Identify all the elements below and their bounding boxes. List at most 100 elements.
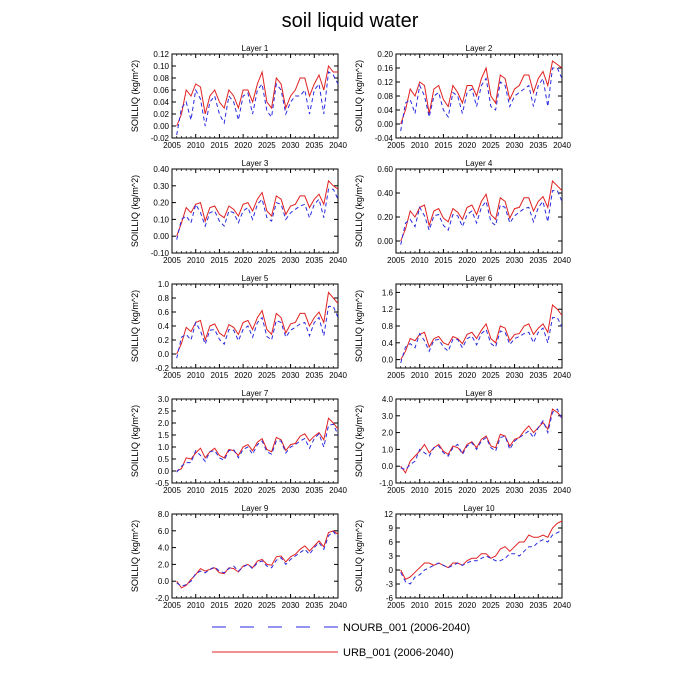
series-line-urb [400, 304, 563, 360]
x-tick-label: 2025 [482, 601, 500, 610]
x-tick-label: 2040 [329, 601, 347, 610]
series-line-nourb [400, 529, 563, 585]
y-tick-label: 12 [384, 510, 393, 519]
y-tick-label: 0.40 [153, 165, 169, 174]
plot-frame [171, 168, 339, 254]
y-tick-label: 0.04 [377, 106, 393, 115]
series-line-nourb [176, 188, 339, 240]
x-tick-label: 2020 [458, 256, 476, 265]
x-tick-label: 2005 [387, 371, 405, 380]
y-tick-label: 0.2 [158, 336, 170, 345]
x-tick-label: 2035 [305, 601, 323, 610]
panel-title: Layer 2 [466, 44, 493, 53]
y-tick-label: -0.04 [375, 134, 394, 143]
legend-label-urb: URB_001 (2006-2040) [343, 647, 454, 659]
series-line-nourb [400, 67, 563, 132]
y-tick-label: 0.6 [158, 308, 170, 317]
y-tick-label: 0.10 [153, 62, 169, 71]
y-tick-label: 0.00 [377, 120, 393, 129]
x-tick-label: 2030 [506, 371, 524, 380]
panel-title: Layer 10 [463, 504, 495, 513]
y-tick-label: 0 [389, 566, 394, 575]
series-line-nourb [176, 71, 339, 136]
series-line-urb [400, 520, 563, 580]
x-tick-label: 2030 [282, 601, 300, 610]
panel-title: Layer 8 [466, 389, 493, 398]
x-tick-label: 2040 [329, 256, 347, 265]
y-tick-label: -6 [386, 594, 394, 603]
y-tick-label: 0.08 [153, 74, 169, 83]
y-tick-label: 1.0 [382, 445, 394, 454]
y-tick-label: -0.5 [155, 479, 169, 488]
series-line-nourb [176, 530, 339, 587]
x-tick-label: 2025 [482, 486, 500, 495]
y-tick-label: 6.0 [158, 527, 170, 536]
series-line-urb [176, 530, 339, 589]
plot-frame [171, 513, 339, 599]
x-tick-label: 2010 [187, 141, 205, 150]
x-tick-label: 2030 [282, 256, 300, 265]
y-tick-label: 1.0 [158, 443, 170, 452]
y-tick-label: 9 [389, 524, 394, 533]
x-tick-label: 2020 [458, 371, 476, 380]
y-tick-label: 0.4 [382, 339, 394, 348]
y-tick-label: 0.0 [382, 462, 394, 471]
panel-layer-2: Layer 2 SOILLIQ (kg/m^2) 2005 2010 2015 2020 2… [354, 44, 571, 150]
y-tick-label: 0.0 [158, 577, 170, 586]
x-tick-label: 2025 [482, 256, 500, 265]
x-tick-label: 2015 [211, 601, 229, 610]
x-tick-label: 2035 [529, 141, 547, 150]
x-tick-label: 2015 [435, 601, 453, 610]
panel-layer-9: Layer 9 SOILLIQ (kg/m^2) 2005 2010 2015 2020 2… [130, 504, 347, 610]
y-tick-label: -0.02 [151, 134, 170, 143]
x-tick-label: 2015 [435, 486, 453, 495]
x-tick-label: 2035 [305, 486, 323, 495]
x-tick-label: 2035 [529, 256, 547, 265]
series-line-urb [400, 408, 563, 474]
y-tick-label: 6 [389, 538, 394, 547]
x-tick-label: 2015 [435, 371, 453, 380]
y-tick-label: 3.0 [382, 412, 394, 421]
y-axis-label: SOILLIQ (kg/m^2) [354, 175, 364, 247]
panel-layer-4: Layer 4 SOILLIQ (kg/m^2) 2005 2010 2015 2020 2… [354, 159, 571, 265]
x-tick-label: 2025 [482, 141, 500, 150]
plot-frame [395, 283, 563, 369]
x-tick-label: 2020 [234, 141, 252, 150]
x-tick-label: 2040 [553, 601, 571, 610]
x-tick-label: 2025 [258, 486, 276, 495]
x-tick-label: 2035 [529, 486, 547, 495]
legend-label-nourb: NOURB_001 (2006-2040) [343, 622, 470, 634]
x-tick-label: 2020 [458, 601, 476, 610]
x-tick-label: 2030 [282, 371, 300, 380]
y-tick-label: 4.0 [382, 395, 394, 404]
x-tick-label: 2020 [234, 601, 252, 610]
x-tick-label: 2010 [187, 371, 205, 380]
series-line-nourb [400, 190, 563, 245]
series-line-nourb [400, 408, 563, 471]
y-tick-label: 0.0 [382, 356, 394, 365]
x-tick-label: 2025 [258, 256, 276, 265]
plot-frame [395, 168, 563, 254]
y-tick-label: 0.12 [377, 78, 393, 87]
y-tick-label: -3 [386, 580, 394, 589]
y-tick-label: 0.8 [158, 294, 170, 303]
x-tick-label: 2015 [211, 371, 229, 380]
y-axis-label: SOILLIQ (kg/m^2) [354, 60, 364, 132]
plot-frame [171, 53, 339, 139]
x-tick-label: 2035 [529, 371, 547, 380]
series-line-nourb [176, 305, 339, 359]
x-tick-label: 2025 [482, 371, 500, 380]
x-tick-label: 2010 [411, 486, 429, 495]
y-tick-label: -0.2 [155, 364, 169, 373]
panel-title: Layer 5 [242, 274, 269, 283]
figure-title: soil liquid water [282, 10, 419, 32]
x-tick-label: 2030 [282, 486, 300, 495]
y-tick-label: 0.00 [153, 232, 169, 241]
x-tick-label: 2005 [163, 256, 181, 265]
x-tick-label: 2030 [506, 601, 524, 610]
y-tick-label: 0.08 [377, 92, 393, 101]
y-tick-label: -0.10 [151, 249, 170, 258]
x-tick-label: 2005 [163, 371, 181, 380]
y-tick-label: 0.30 [153, 182, 169, 191]
x-tick-label: 2005 [163, 141, 181, 150]
